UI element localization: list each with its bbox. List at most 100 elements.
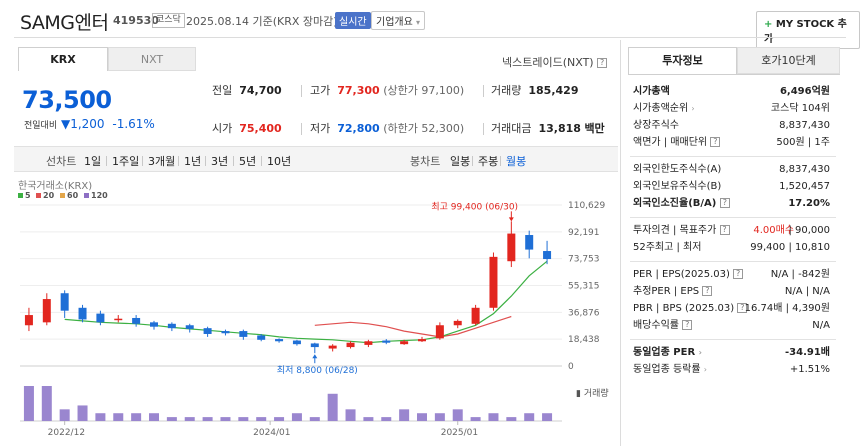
candle-body — [96, 313, 105, 323]
period-1y[interactable]: 1년 — [184, 155, 202, 168]
market-badge: 코스닥 — [152, 13, 185, 28]
candle-daily[interactable]: 일봉 — [450, 155, 471, 168]
trade-amount: 거래대금 13,818 백만 — [491, 122, 605, 135]
nexttrade-label: 넥스트레이드(NXT) — [502, 56, 594, 69]
ma-legend: 5 20 60 120 — [18, 191, 108, 200]
volume-bar — [327, 393, 338, 421]
volume-bar — [345, 409, 356, 421]
current-price: 73,500 — [22, 86, 112, 114]
volume-bar — [470, 417, 481, 421]
company-overview-dropdown[interactable]: 기업개요 ▾ — [371, 11, 426, 30]
y-tick-label: 110,629 — [568, 201, 605, 211]
x-tick-label: 2022/12 — [48, 428, 85, 438]
volume-bar — [23, 386, 34, 421]
volume-bar — [59, 409, 70, 421]
ma5-polyline — [64, 260, 548, 344]
volume-bar — [149, 413, 159, 421]
candle-body — [257, 335, 266, 340]
low-annotation: 최저 8,800 (06/28) — [277, 365, 358, 376]
y-tick-label: 55,315 — [568, 281, 600, 291]
candle-weekly[interactable]: 주봉 — [478, 155, 499, 168]
tab-nxt[interactable]: NXT — [108, 47, 196, 71]
day-high: 고가 77,300 (상한가 97,100) — [310, 84, 465, 97]
pbr-bps-row: PBR | BPS (2025.03) ? 16.74배 | 4,390원 — [633, 303, 830, 314]
candle-body — [489, 256, 498, 308]
period-5y[interactable]: 5년 — [239, 155, 257, 168]
chart-source-label: 한국거래소(KRX) — [18, 180, 92, 192]
candle-body — [453, 320, 462, 326]
plus-icon: + — [764, 19, 773, 30]
volume-bars: ▮ 거래량 — [20, 386, 609, 422]
candle-body — [221, 331, 230, 334]
ma-legend-label: 5 — [25, 191, 31, 200]
line-chart-label: 선차트 — [46, 155, 77, 168]
ma-legend-swatch — [18, 193, 23, 198]
candle-body — [24, 315, 33, 326]
volume-bar — [363, 417, 374, 421]
change-label: 전일대비 — [24, 121, 58, 131]
tab-krx[interactable]: KRX — [18, 47, 108, 71]
help-icon[interactable]: ? — [597, 58, 608, 68]
candle-body — [292, 340, 301, 345]
help-icon: ? — [682, 320, 693, 330]
volume-bar — [399, 409, 410, 421]
candle-body — [150, 322, 158, 327]
price-change: 전일대비 ▼1,200 -1.61% — [24, 117, 155, 131]
candle-body — [185, 325, 194, 329]
candle-body — [78, 307, 87, 320]
chevron-down-icon: ▾ — [416, 18, 421, 27]
volume-bar — [202, 417, 213, 421]
week52-row: 52주최고 | 최저 99,400 | 10,810 — [633, 242, 830, 253]
sector-per-row: 동일업종 PER › -34.91배 — [633, 347, 830, 358]
x-tick-label: 2024/01 — [253, 428, 290, 438]
down-arrow-icon: ▼ — [60, 117, 71, 131]
help-icon: ? — [737, 303, 748, 313]
foreign-limit-row: 외국인한도주식수(A) 8,837,430 — [633, 164, 830, 175]
candle-body — [435, 325, 444, 339]
foreign-hold-row: 외국인보유주식수(B) 1,520,457 — [633, 181, 830, 192]
candle-body — [239, 331, 248, 337]
volume-bar — [220, 417, 231, 421]
candle-body — [328, 345, 337, 349]
ma-legend-swatch — [84, 193, 89, 198]
add-my-stock-label: MY STOCK 추가 — [764, 19, 847, 45]
tab-invest-info[interactable]: 투자정보 — [628, 47, 737, 74]
candle-monthly[interactable]: 월봉 — [506, 155, 527, 168]
period-toolbar: 선차트 1일 1주일 3개월 1년 3년 5년 10년 봉차트 일봉 주봉 월봉 — [14, 146, 618, 172]
volume-bar — [291, 413, 302, 421]
day-low: 저가 72,800 (하한가 52,300) — [310, 122, 465, 135]
volume-bar — [488, 413, 499, 421]
candle-body — [525, 235, 534, 250]
period-3y[interactable]: 3년 — [211, 155, 229, 168]
candle-body — [471, 307, 480, 324]
help-icon: ? — [702, 286, 713, 296]
period-3m[interactable]: 3개월 — [148, 155, 176, 168]
candles — [24, 221, 552, 354]
volume-bar — [506, 417, 517, 421]
y-tick-label: 0 — [568, 362, 574, 372]
realtime-button[interactable]: 실시간 — [335, 12, 371, 29]
tab-quote-10[interactable]: 호가10단계 — [737, 47, 840, 74]
ma-legend-label: 60 — [67, 191, 79, 200]
chevron-right-icon: › — [703, 365, 707, 374]
market-cap-row: 시가총액 6,496억원 — [633, 86, 830, 97]
candle-body — [310, 343, 319, 348]
per-eps-row: PER | EPS(2025.03) ? N/A | -842원 — [633, 269, 830, 280]
period-10y[interactable]: 10년 — [267, 155, 292, 168]
nexttrade-link[interactable]: 넥스트레이드(NXT) ? — [502, 54, 608, 70]
sector-rate-row: 동일업종 등락률 › +1.51% — [633, 364, 830, 375]
period-1w[interactable]: 1주일 — [112, 155, 140, 168]
candle-body — [132, 317, 141, 324]
dividend-row: 배당수익률 ? N/A — [633, 320, 830, 331]
candle-body — [167, 323, 176, 329]
volume-bar — [417, 413, 427, 421]
period-1d[interactable]: 1일 — [84, 155, 102, 168]
stock-chart[interactable]: 한국거래소(KRX) 5 20 60 120 110,629 92,191 73,753 5… — [14, 178, 618, 444]
market-cap-rank-row: 시가총액순위 › 코스닥 104위 — [633, 103, 830, 114]
volume-label: ▮ 거래량 — [576, 387, 609, 399]
volume-bar — [524, 413, 535, 421]
help-icon: ? — [710, 137, 721, 147]
volume-bar — [309, 417, 320, 421]
high-annotation: 최고 99,400 (06/30) — [431, 201, 518, 212]
volume-bar — [256, 417, 267, 421]
